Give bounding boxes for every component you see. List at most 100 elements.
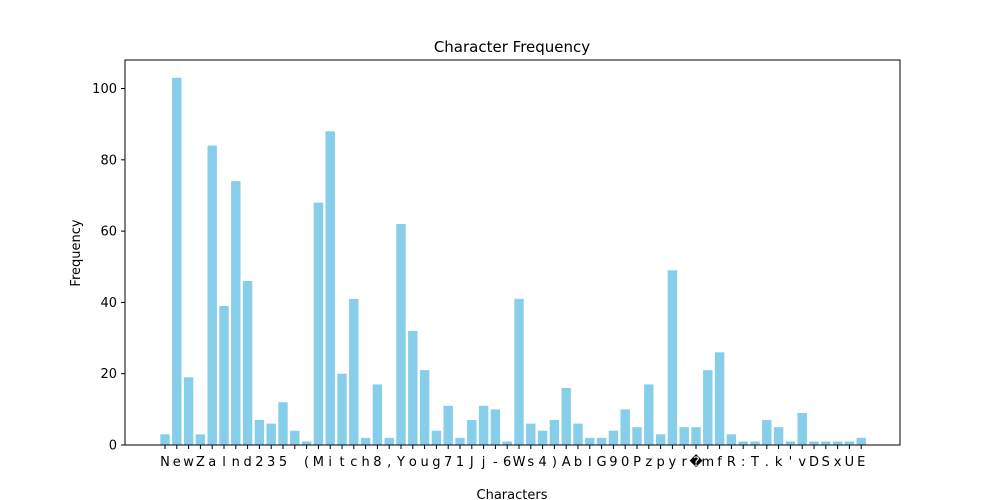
y-tick-label-1: 20	[100, 367, 117, 382]
bar-34	[561, 387, 571, 445]
bar-18	[372, 384, 383, 445]
bar-44	[679, 427, 689, 445]
x-tick-label-36: I	[588, 455, 592, 470]
bar-26	[467, 420, 477, 445]
y-tick-label-0: 0	[109, 439, 117, 454]
bar-55	[809, 441, 819, 445]
bar-24	[443, 405, 453, 445]
x-tick-label-20: Y	[396, 455, 405, 470]
x-tick-label-0: N	[160, 455, 170, 470]
bar-30	[514, 298, 524, 445]
bar-50	[750, 441, 760, 445]
bar-43	[667, 270, 678, 445]
x-tick-label-35: b	[574, 455, 582, 470]
x-tick-label-39: 0	[621, 455, 629, 470]
x-tick-label-29: 6	[503, 455, 511, 470]
x-tick-label-50: T	[750, 455, 759, 470]
y-tick-label-2: 40	[100, 296, 117, 311]
x-tick-label-42: p	[656, 455, 664, 470]
x-axis-label: Characters	[477, 488, 548, 500]
bars-group	[160, 77, 866, 446]
x-tick-label-25: 1	[456, 455, 464, 470]
x-tick-label-24: 7	[444, 455, 452, 470]
bar-53	[785, 441, 796, 445]
x-tick-label-19: ,	[387, 455, 391, 470]
bar-20	[396, 223, 406, 445]
x-tick-label-46: m	[701, 455, 714, 470]
x-tick-label-38: 9	[609, 455, 617, 470]
x-tick-label-54: v	[798, 455, 806, 470]
bar-56	[821, 441, 831, 445]
x-tick-label-44: r	[682, 455, 688, 470]
bar-25	[455, 437, 465, 445]
x-tick-label-14: i	[328, 455, 332, 470]
bar-49	[738, 441, 748, 445]
bar-3	[195, 434, 206, 445]
bar-52	[773, 427, 784, 445]
bar-14	[325, 131, 335, 446]
bar-31	[526, 423, 536, 445]
x-tick-label-6: n	[232, 455, 240, 470]
x-tick-label-33: )	[552, 455, 557, 470]
bar-9	[266, 423, 276, 445]
x-tick-label-27: j	[481, 455, 486, 470]
bar-33	[549, 420, 560, 445]
x-tick-label-4: a	[208, 455, 216, 470]
bar-13	[313, 202, 324, 445]
x-tick-label-3: Z	[196, 455, 205, 470]
bar-45	[691, 427, 701, 445]
bar-22	[419, 370, 430, 445]
bar-51	[762, 420, 772, 445]
bar-23	[431, 430, 442, 445]
x-tick-label-56: S	[822, 455, 830, 470]
x-tick-label-51: .	[765, 455, 769, 470]
bar-39	[620, 409, 630, 445]
bar-32	[537, 430, 548, 445]
x-tick-label-57: x	[834, 455, 842, 470]
x-tick-label-31: s	[527, 455, 534, 470]
x-tick-label-59: E	[857, 455, 865, 470]
bar-48	[726, 434, 737, 445]
bar-41	[644, 384, 654, 445]
bar-15	[337, 373, 347, 445]
x-tick-label-40: P	[633, 455, 641, 470]
x-tick-label-16: c	[350, 455, 357, 470]
bar-21	[408, 330, 418, 445]
bar-8	[254, 420, 265, 445]
x-tick-label-34: A	[562, 455, 571, 470]
x-tick-label-5: l	[222, 455, 226, 470]
x-tick-label-53: '	[789, 455, 793, 470]
x-tick-label-45: �	[689, 453, 703, 470]
bar-57	[832, 441, 843, 445]
bar-35	[573, 423, 583, 445]
bar-1	[172, 77, 182, 445]
x-tick-label-7: d	[243, 455, 251, 470]
x-tick-label-58: U	[845, 455, 855, 470]
bar-4	[207, 145, 217, 445]
x-tick-label-9: 3	[267, 455, 275, 470]
x-tick-label-47: f	[717, 455, 722, 470]
x-tick-label-23: g	[432, 455, 440, 470]
bar-47	[714, 352, 725, 445]
bar-27	[478, 405, 489, 445]
x-tick-label-13: M	[313, 455, 324, 470]
bar-42	[655, 434, 666, 445]
bar-17	[360, 437, 371, 445]
bar-38	[608, 430, 619, 445]
x-tick-label-15: t	[339, 455, 344, 470]
x-tick-label-49: :	[741, 455, 745, 470]
x-tick-label-48: R	[727, 455, 736, 470]
x-tick-label-41: z	[645, 455, 652, 470]
x-tick-label-1: e	[173, 455, 181, 470]
x-tick-label-32: 4	[538, 455, 546, 470]
y-axis-label: Frequency	[69, 219, 84, 286]
bar-6	[231, 181, 241, 445]
x-tick-label-43: y	[669, 455, 677, 470]
x-tick-label-22: u	[420, 455, 428, 470]
bar-7	[242, 281, 253, 445]
x-tick-label-26: J	[469, 455, 474, 470]
x-tick-label-18: 8	[373, 455, 381, 470]
bar-10	[278, 402, 288, 445]
